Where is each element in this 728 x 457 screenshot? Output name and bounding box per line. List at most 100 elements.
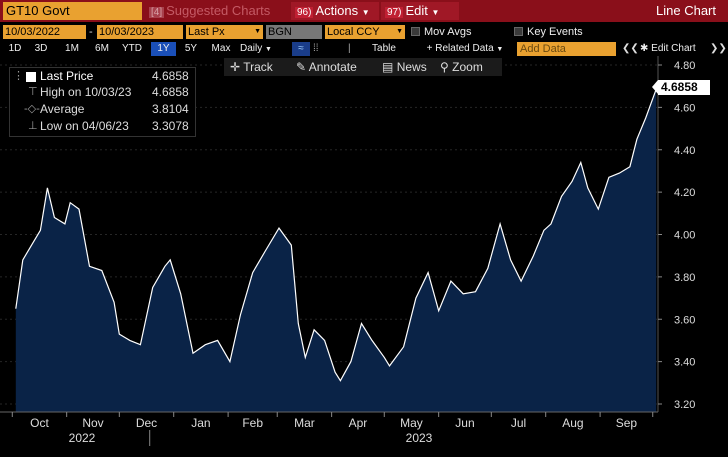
y-tick-label: 4.40: [674, 145, 695, 157]
actions-menu-button[interactable]: 96) Actions ▼: [291, 2, 379, 20]
frequency-label: Daily: [240, 43, 263, 54]
y-tick-label: 4.00: [674, 230, 695, 242]
x-axis-ticks: Oct Nov Dec Jan Feb Mar Apr May Jun Jul Aug Sep 2022…: [11, 412, 654, 446]
edit-chart-label: Edit Chart: [651, 43, 696, 54]
suggested-charts-label: Suggested Charts: [166, 3, 271, 18]
checkbox-box: [514, 27, 523, 36]
average-value: 3.8104: [152, 102, 189, 116]
mov-avgs-checkbox[interactable]: Mov Avgs: [411, 25, 472, 39]
x-tick-label: Mar: [294, 416, 315, 430]
edit-menu-button[interactable]: 97) Edit ▼: [381, 2, 459, 20]
price-area-fill: [15, 89, 657, 412]
y-tick-label: 4.20: [674, 187, 695, 199]
series-swatch: [26, 72, 36, 82]
pencil-icon: ✎: [296, 60, 307, 74]
end-date-field[interactable]: 10/03/2023: [97, 25, 183, 39]
crosshair-icon: ✛: [230, 60, 241, 74]
frequency-select[interactable]: Daily ▼: [240, 42, 290, 56]
range-1y-button[interactable]: 1Y: [151, 42, 176, 56]
expand-icon[interactable]: ❯❯: [710, 43, 727, 54]
edit-number: 97): [385, 7, 404, 18]
table-button[interactable]: Table: [372, 43, 396, 54]
last-price-label: Last Price: [40, 69, 94, 83]
range-5y-button[interactable]: 5Y: [184, 43, 198, 54]
key-events-checkbox[interactable]: Key Events: [514, 25, 583, 39]
zoom-button[interactable]: ⚲ Zoom: [440, 58, 483, 76]
range-6m-button[interactable]: 6M: [95, 43, 109, 54]
key-events-label: Key Events: [527, 26, 583, 38]
chevron-down-icon: ▼: [254, 28, 261, 35]
range-ytd-button[interactable]: YTD: [122, 43, 142, 54]
x-tick-label: Jan: [191, 416, 210, 430]
news-label: News: [396, 60, 427, 74]
chart-tools-bar: ✛ Track ✎ Annotate ▤ News ⚲ Zoom: [224, 58, 502, 76]
title-bar: GT10 Govt [4] Suggested Charts 96) Actions…: [0, 0, 728, 22]
low-label: Low on 04/06/23: [40, 119, 129, 133]
x-tick-label: Apr: [349, 416, 368, 430]
x-tick-label: Jun: [455, 416, 474, 430]
news-button[interactable]: ▤ News: [382, 58, 427, 76]
y-tick-label: 3.40: [674, 357, 695, 369]
price-field-label: Last Px: [188, 26, 225, 38]
currency-select[interactable]: Local CCY ▼: [325, 25, 405, 39]
news-icon: ▤: [382, 60, 394, 74]
actions-number: 96): [295, 7, 314, 18]
low-value: 3.3078: [152, 119, 189, 133]
high-value: 4.6858: [152, 85, 189, 99]
date-range-dash: -: [89, 26, 93, 38]
related-data-button[interactable]: + Related Data ▼: [416, 42, 514, 56]
x-tick-label: Oct: [30, 416, 49, 430]
last-price-value: 4.6858: [152, 69, 189, 83]
price-field-select[interactable]: Last Px ▼: [186, 25, 263, 39]
range-3d-button[interactable]: 3D: [34, 43, 48, 54]
mov-avgs-label: Mov Avgs: [424, 26, 472, 38]
average-label: Average: [40, 102, 85, 116]
x-tick-label: Feb: [242, 416, 263, 430]
annotate-button[interactable]: ✎ Annotate: [296, 58, 357, 76]
chevron-down-icon: ▼: [496, 46, 504, 53]
x-tick-label: Dec: [136, 416, 157, 430]
chevron-down-icon: ▼: [396, 28, 403, 35]
magnifier-icon: ⚲: [440, 60, 449, 74]
y-tick-label: 4.60: [674, 102, 695, 114]
edit-label: Edit: [405, 3, 428, 18]
date-field-row: 10/03/2022 - 10/03/2023 Last Px ▼ BGN Loc…: [0, 24, 728, 40]
x-tick-label: Aug: [562, 416, 583, 430]
y-tick-label: 3.80: [674, 272, 695, 284]
bar-chart-type-icon[interactable]: ⁞⁞: [313, 43, 319, 54]
collapse-icon[interactable]: ❮❮: [622, 43, 639, 54]
line-chart-type-icon[interactable]: ≈: [292, 42, 310, 56]
suggested-charts-button[interactable]: [4] Suggested Charts: [145, 2, 288, 20]
ticker-field[interactable]: GT10 Govt: [3, 2, 142, 20]
range-toolbar-row: 1D 3D 1M 6M YTD 1Y 5Y Max Daily ▼ ≈ ⁞⁞ |…: [0, 41, 728, 57]
range-1m-button[interactable]: 1M: [65, 43, 79, 54]
legend-high-row: ⊤ High on 10/03/23 4.6858: [10, 85, 195, 100]
x-tick-label: Jul: [511, 416, 526, 430]
track-button[interactable]: ✛ Track: [230, 58, 273, 76]
high-marker-icon: ⊤: [28, 86, 38, 98]
legend-low-row: ⊥ Low on 04/06/23 3.3078: [10, 119, 195, 134]
zoom-label: Zoom: [452, 60, 483, 74]
x-tick-label: Sep: [616, 416, 638, 430]
track-label: Track: [243, 60, 273, 74]
price-line: [15, 88, 657, 382]
chevron-down-icon: ▼: [361, 8, 370, 17]
chart-legend[interactable]: ⋮ Last Price 4.6858 ⊤ High on 10/03/23 4…: [9, 67, 196, 137]
add-data-input[interactable]: Add Data: [517, 42, 616, 56]
start-date-field[interactable]: 10/03/2022: [3, 25, 86, 39]
range-max-button[interactable]: Max: [211, 43, 231, 54]
last-price-tag: 4.6858: [652, 80, 710, 95]
range-1d-button[interactable]: 1D: [8, 43, 22, 54]
annotate-label: Annotate: [308, 60, 357, 74]
x-tick-label: May: [400, 416, 423, 430]
related-data-label: + Related Data: [426, 43, 494, 54]
edit-chart-button[interactable]: ✱ Edit Chart: [640, 42, 706, 56]
legend-average-row: -◇- Average 3.8104: [10, 102, 195, 117]
gear-icon: ✱: [640, 43, 649, 54]
chevron-down-icon: ▼: [265, 46, 272, 53]
average-marker-icon: -◇-: [24, 103, 40, 115]
year-label: 2023: [406, 431, 433, 445]
drag-handle-icon: ⋮: [13, 70, 24, 82]
pricing-source-field[interactable]: BGN: [266, 25, 322, 39]
